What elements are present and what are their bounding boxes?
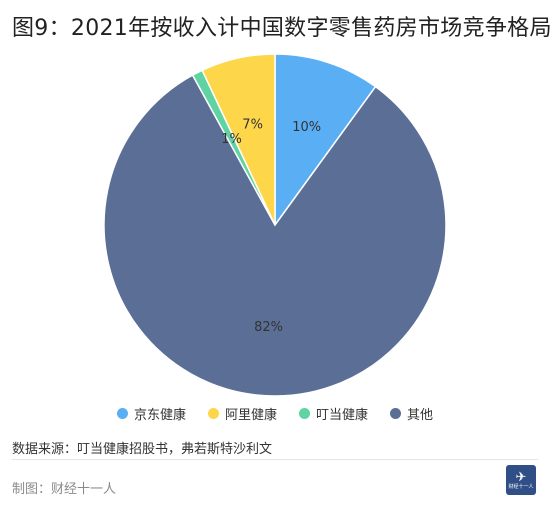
legend-label: 京东健康 [133, 408, 186, 423]
pie-chart: 10% 82% 1%7% [103, 53, 447, 397]
pie-label-2: 1% [221, 132, 242, 147]
legend-label: 其他 [407, 408, 434, 423]
chart-title: 图9：2021年按收入计中国数字零售药房市场竞争格局 [12, 16, 550, 41]
chart-credit: 制图：财经十一人 [12, 482, 117, 497]
pie-slice-3 [201, 53, 276, 226]
pie-label-3: 7% [242, 117, 263, 132]
legend: 京东健康 阿里健康 叮当健康 其他 [0, 404, 550, 423]
pie-label-0: 10% [292, 120, 321, 135]
legend-label: 阿里健康 [224, 408, 277, 423]
legend-dot-icon [207, 408, 219, 419]
legend-dot-icon [390, 408, 402, 419]
legend-item-0: 京东健康 [116, 404, 186, 423]
pie-slice-0 [274, 53, 377, 228]
pie-label-1: 82% [254, 320, 283, 335]
pie-labels: 10% 82% 1%7% [221, 117, 321, 335]
pie-slices [103, 53, 447, 397]
legend-dot-icon [116, 408, 128, 419]
legend-item-1: 阿里健康 [207, 404, 277, 423]
pie-slice-1 [103, 74, 447, 397]
legend-item-3: 其他 [390, 404, 433, 423]
brand-logo: ✈ 财经十一人 [506, 465, 536, 495]
legend-item-2: 叮当健康 [299, 404, 368, 423]
legend-label: 叮当健康 [316, 408, 369, 423]
divider [12, 459, 538, 460]
legend-dot-icon [299, 408, 310, 419]
data-source: 数据来源：叮当健康招股书，弗若斯特沙利文 [12, 442, 273, 457]
